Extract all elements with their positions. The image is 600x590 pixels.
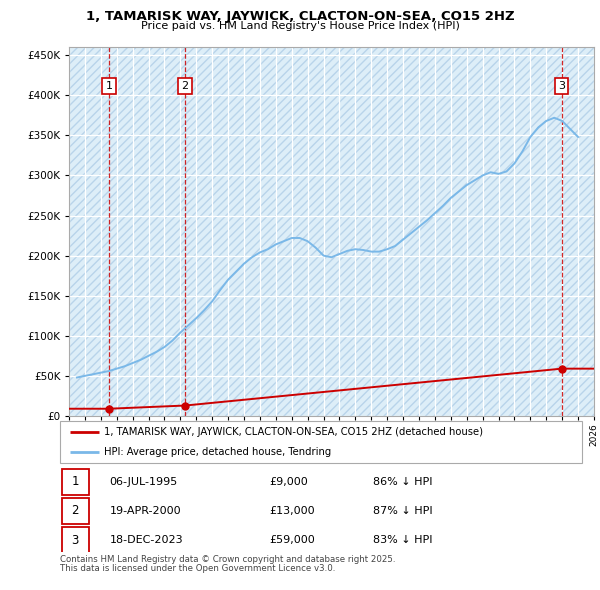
Text: 3: 3: [71, 534, 79, 547]
Text: Contains HM Land Registry data © Crown copyright and database right 2025.: Contains HM Land Registry data © Crown c…: [60, 555, 395, 563]
Text: Price paid vs. HM Land Registry's House Price Index (HPI): Price paid vs. HM Land Registry's House …: [140, 21, 460, 31]
FancyBboxPatch shape: [62, 468, 89, 495]
Text: £9,000: £9,000: [269, 477, 308, 487]
Text: 19-APR-2000: 19-APR-2000: [110, 506, 181, 516]
Text: 86% ↓ HPI: 86% ↓ HPI: [373, 477, 433, 487]
Text: 1: 1: [71, 476, 79, 489]
FancyBboxPatch shape: [62, 497, 89, 524]
Text: 1, TAMARISK WAY, JAYWICK, CLACTON-ON-SEA, CO15 2HZ: 1, TAMARISK WAY, JAYWICK, CLACTON-ON-SEA…: [86, 10, 514, 23]
Text: 06-JUL-1995: 06-JUL-1995: [110, 477, 178, 487]
Text: 1: 1: [106, 81, 112, 91]
Text: 87% ↓ HPI: 87% ↓ HPI: [373, 506, 433, 516]
Text: This data is licensed under the Open Government Licence v3.0.: This data is licensed under the Open Gov…: [60, 564, 335, 573]
Text: 1, TAMARISK WAY, JAYWICK, CLACTON-ON-SEA, CO15 2HZ (detached house): 1, TAMARISK WAY, JAYWICK, CLACTON-ON-SEA…: [104, 427, 484, 437]
Text: £13,000: £13,000: [269, 506, 314, 516]
Text: 2: 2: [71, 504, 79, 517]
Text: 83% ↓ HPI: 83% ↓ HPI: [373, 535, 433, 545]
Text: 18-DEC-2023: 18-DEC-2023: [110, 535, 183, 545]
Text: 3: 3: [558, 81, 565, 91]
Text: £59,000: £59,000: [269, 535, 314, 545]
FancyBboxPatch shape: [62, 527, 89, 553]
Text: 2: 2: [182, 81, 188, 91]
FancyBboxPatch shape: [60, 421, 582, 463]
Text: HPI: Average price, detached house, Tendring: HPI: Average price, detached house, Tend…: [104, 447, 332, 457]
